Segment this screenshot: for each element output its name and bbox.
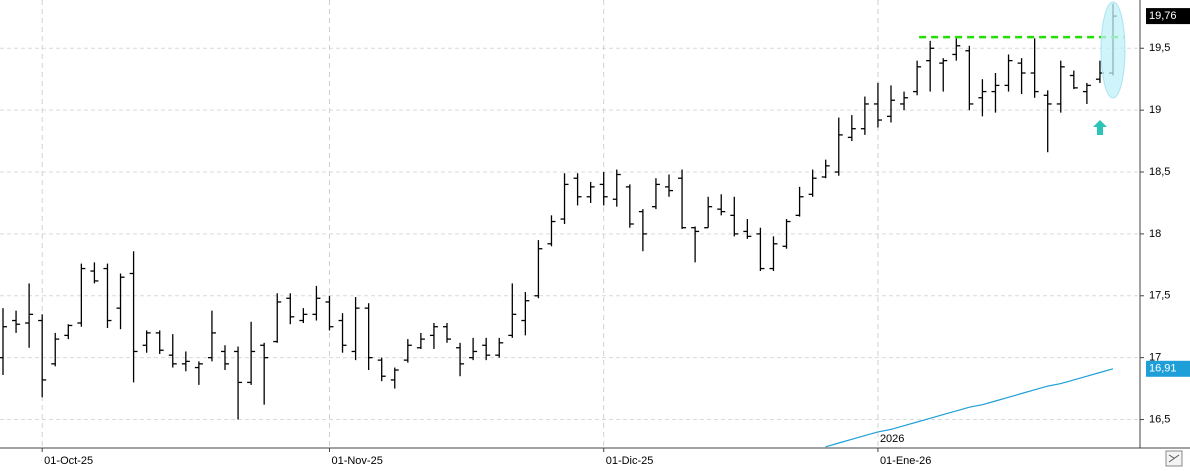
y-tick-label: 19 bbox=[1149, 104, 1161, 116]
close-label: 19,76 bbox=[1149, 10, 1177, 22]
ma-label: 16,91 bbox=[1149, 363, 1177, 375]
y-tick-label: 17,5 bbox=[1149, 290, 1170, 302]
close-label-box bbox=[1146, 8, 1190, 25]
x-tick-label: 01-Oct-25 bbox=[44, 455, 93, 467]
highlight-ellipse bbox=[1100, 1, 1126, 99]
ma-label-box bbox=[1146, 360, 1190, 377]
y-tick-label: 19,5 bbox=[1149, 42, 1170, 54]
y-tick-label: 17 bbox=[1149, 352, 1161, 364]
corner-icon bbox=[1168, 454, 1180, 463]
marks bbox=[0, 3, 1125, 448]
y-tick-label: 18,5 bbox=[1149, 166, 1170, 178]
year-label: 2026 bbox=[880, 433, 904, 445]
up-arrow bbox=[1093, 120, 1107, 135]
y-tick-label: 18 bbox=[1149, 228, 1161, 240]
x-tick-label: 01-Ene-26 bbox=[880, 455, 931, 467]
x-tick-label: 01-Nov-25 bbox=[331, 455, 382, 467]
x-tick-label: 01-Dic-25 bbox=[606, 455, 654, 467]
y-tick-label: 16,5 bbox=[1149, 413, 1170, 425]
moving-average bbox=[825, 368, 1114, 448]
